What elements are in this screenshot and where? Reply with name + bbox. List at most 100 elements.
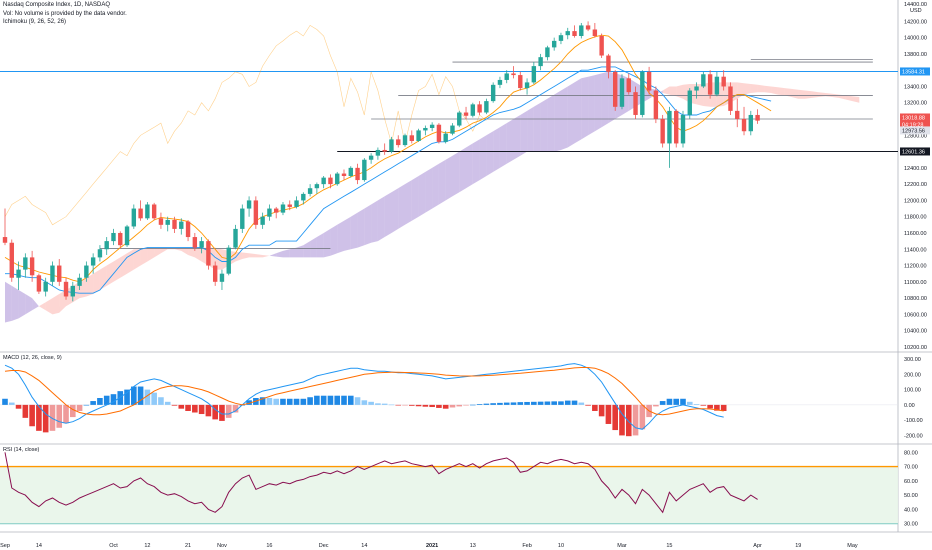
macd-histogram-bar [422,404,429,407]
candle-body [402,135,408,146]
price-tick-label: 11600.00 [904,231,927,237]
candle-body [741,119,747,132]
macd-histogram-bar [158,397,164,405]
candle-body [579,25,584,36]
price-tick-label: 10800.00 [904,296,927,302]
candle-body [497,79,503,85]
indicator-label[interactable]: Ichimoku (9, 26, 52, 26) [3,19,67,25]
kumo-segment [181,247,189,255]
kumo-segment [805,90,812,99]
kumo-segment [452,151,460,197]
macd-histogram-bar [178,404,185,409]
candle-body [362,159,367,181]
kumo-segment [791,88,799,99]
kumo-segment [405,180,412,225]
candle-body [707,74,713,95]
price-badge [900,126,930,135]
kumo-segment [771,86,778,95]
candle-body [192,237,198,248]
candle-body [484,101,489,113]
macd-histogram-bar [375,403,381,405]
candle-body [633,92,638,115]
candle-body [145,204,150,219]
kumo-segment [11,285,19,321]
candle-body [755,114,760,121]
price-badge-label: 13018.88 [902,115,925,121]
kumo-segment [25,294,33,315]
kumo-segment [215,247,222,270]
macd-histogram-bar [70,404,76,418]
kumo-segment [554,90,561,152]
macd-histogram-bar [103,395,110,405]
price-tick-label: 12000.00 [904,198,927,204]
candle-body [253,200,259,225]
price-tick-label: 12800.00 [904,133,927,139]
kumo-segment [398,184,405,229]
candle-body [667,110,672,144]
macd-histogram-bar [456,404,463,407]
kumo-segment [45,298,53,315]
candle-body [423,127,428,131]
macd-histogram-bar [693,404,700,405]
macd-histogram-bar [219,404,225,421]
candle-body [226,247,231,274]
candle-body [97,249,103,258]
candle-body [240,208,245,229]
candle-body [694,86,699,91]
macd-histogram-bar [341,395,347,405]
macd-histogram-bar [354,397,361,405]
macd-histogram-bar [225,404,232,418]
macd-histogram-bar [598,404,605,417]
candle-body [368,155,374,160]
kumo-segment [330,224,338,256]
kumo-segment [533,102,541,152]
candle-body [396,139,401,146]
candle-body [409,135,414,141]
macd-histogram-bar [83,404,90,406]
macd-histogram-bar [327,395,334,405]
candle-body [118,232,123,246]
macd-histogram-bar [314,395,320,405]
candle-body [131,208,137,227]
candle-body [233,228,238,248]
kumo-segment [527,106,534,152]
candle-body [518,75,523,89]
time-tick-label: Nov [217,543,227,549]
macd-histogram-bar [15,404,22,409]
candle-body [151,204,157,219]
price-tick-label: 11200.00 [904,264,927,270]
kumo-segment [32,298,39,311]
kumo-segment [106,261,114,286]
macd-histogram-bar [395,404,402,406]
kumo-segment [18,290,26,319]
price-tick-label: 11800.00 [904,215,927,221]
candle-body [50,265,55,282]
kumo-segment [411,176,419,221]
candle-body [77,277,82,286]
time-tick-label: 19 [795,543,801,549]
candle-body [294,200,299,207]
kumo-segment [818,92,826,97]
price-tick-label: 11000.00 [904,280,927,286]
macd-histogram-bar [659,401,666,405]
candle-body [701,74,706,87]
rsi-tick-label: 40.00 [904,507,918,513]
chart-title: Nasdaq Composite Index, 1D, NASDAQ [3,2,111,8]
time-tick-label: 16 [266,543,272,549]
candle-body [287,204,292,207]
macd-histogram-bar [192,404,198,413]
candle-body [457,112,462,126]
price-badge [900,147,930,156]
candle-body [619,78,625,107]
rsi-tick-label: 70.00 [904,465,918,471]
kumo-segment [676,84,683,99]
macd-histogram-bar [476,404,483,405]
kumo-segment [832,93,839,98]
kumo-segment [154,247,161,258]
kumo-segment [601,71,609,128]
time-tick-label: Feb [522,543,531,549]
macd-histogram-bar [537,401,544,405]
macd-histogram-bar [259,397,266,405]
candle-body [219,273,225,282]
